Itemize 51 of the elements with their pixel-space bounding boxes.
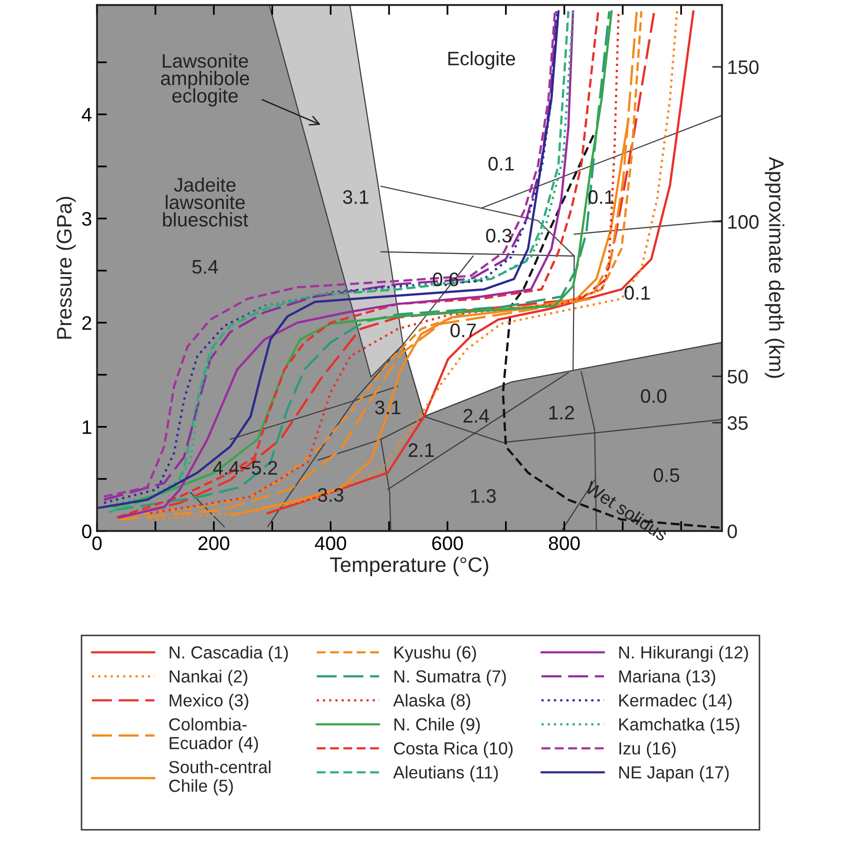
y-tick-label: 2	[82, 316, 92, 330]
annotation: 0.6	[432, 272, 458, 286]
annotation: Lawsonite amphibole eclogite	[161, 54, 250, 106]
legend-label: Costa Rica (10)	[394, 742, 513, 758]
annotation: 0.5	[654, 468, 680, 482]
y2-tick-label: 35	[728, 416, 748, 430]
x-tick-label: 400	[314, 536, 346, 550]
legend-label: Kermadec (14)	[619, 694, 732, 710]
annotation: 2.1	[408, 443, 434, 457]
legend-label: NE Japan (17)	[619, 766, 729, 782]
legend-label: Kyushu (6)	[394, 646, 476, 662]
x-axis-title: Temperature (°C)	[330, 556, 488, 576]
annotation: 3.1	[342, 190, 368, 204]
annotation: 0.7	[450, 324, 476, 338]
y2-axis-title: Approximate depth (km)	[764, 156, 784, 378]
legend-label: Mexico (3)	[170, 694, 248, 710]
y-tick-label: 0	[82, 524, 92, 538]
y2-tick-label: 100	[728, 215, 759, 229]
annotation: 0.3	[486, 228, 512, 242]
y-tick-label: 4	[82, 108, 92, 122]
legend-label: Colombia- Ecuador (4)	[169, 718, 258, 753]
legend-label: South-central Chile (5)	[169, 760, 270, 796]
annotation: 1.3	[471, 489, 496, 503]
annotation: 0.1	[624, 286, 650, 300]
annotation: 0.1	[488, 156, 514, 171]
annotation: 2.4	[464, 408, 490, 422]
annotation: Jadeite lawsonite blueschist	[163, 177, 248, 227]
legend-label: N. Hikurangi (12)	[619, 646, 748, 662]
annotation: Eclogite	[448, 51, 516, 70]
legend-label: Kamchatka (15)	[619, 718, 740, 734]
y-tick-label: 1	[82, 420, 92, 434]
legend-label: N. Cascadia (1)	[170, 646, 288, 662]
annotation: 0.0	[640, 389, 666, 403]
x-tick-label: 800	[548, 536, 580, 550]
legend-label: Nankai (2)	[170, 670, 248, 686]
y-tick-label: 3	[82, 212, 92, 226]
legend-label: Aleutians (11)	[393, 766, 498, 782]
legend-label: N. Sumatra (7)	[394, 670, 506, 686]
y2-tick-label: 0	[728, 524, 737, 538]
legend-label: Izu (16)	[619, 742, 676, 758]
annotation: 1.2	[549, 406, 574, 420]
y2-tick-label: 150	[728, 60, 759, 74]
legend-label: Mariana (13)	[619, 670, 716, 686]
y-axis-title: Pressure (GPa)	[56, 196, 76, 339]
legend-label: Alaska (8)	[393, 694, 470, 710]
y2-tick-label: 50	[728, 370, 748, 384]
x-tick-label: 200	[198, 536, 230, 550]
legend-label: N. Chile (9)	[394, 718, 480, 734]
x-tick-label: 0	[92, 536, 102, 550]
x-tick-label: 600	[432, 536, 463, 550]
annotation: 5.4	[192, 260, 218, 274]
